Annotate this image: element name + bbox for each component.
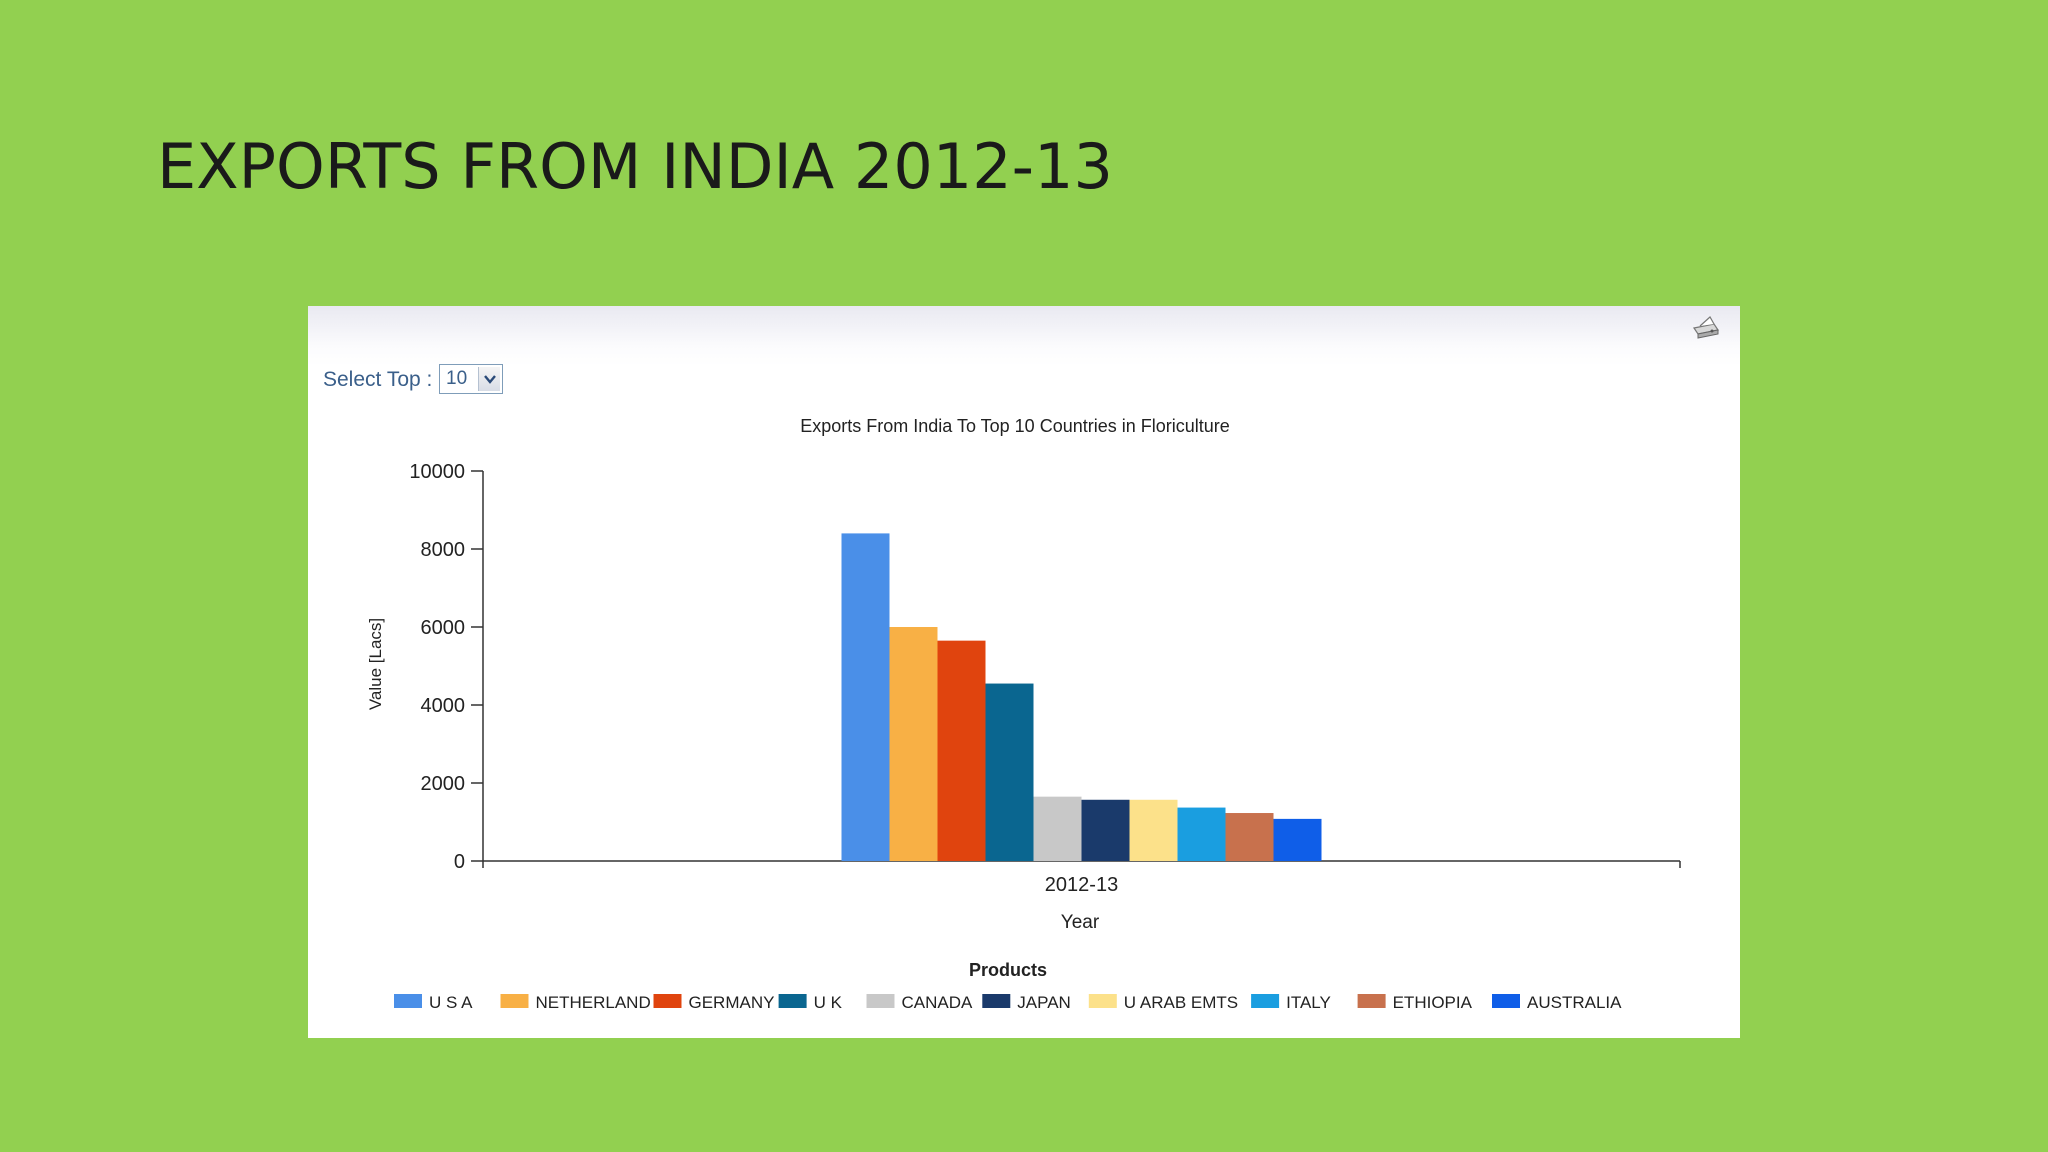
legend-item: U ARAB EMTS	[1088, 993, 1238, 1012]
bar-italy[interactable]	[1177, 807, 1226, 861]
bar-ethiopia[interactable]	[1225, 813, 1274, 861]
x-axis: 2012-13	[482, 860, 1681, 896]
legend-swatch	[653, 994, 682, 1008]
x-axis-label: Year	[1061, 912, 1100, 933]
legend-swatch	[1088, 994, 1117, 1008]
y-axis-label: Value [Lacs]	[366, 618, 385, 710]
legend-label: ETHIOPIA	[1393, 993, 1473, 1012]
slide-title: EXPORTS FROM INDIA 2012-13	[157, 130, 1113, 203]
legend-label: ITALY	[1286, 993, 1331, 1012]
y-tick-label: 6000	[421, 617, 466, 639]
legend-item: JAPAN	[982, 993, 1071, 1012]
printer-icon[interactable]	[1688, 314, 1722, 342]
bar-japan[interactable]	[1081, 799, 1130, 861]
legend-label: CANADA	[902, 993, 974, 1012]
y-tick-label: 8000	[421, 539, 466, 561]
bars-group	[841, 533, 1322, 861]
y-tick-label: 10000	[409, 461, 465, 483]
legend-label: U K	[814, 993, 843, 1012]
legend-title: Products	[969, 960, 1047, 980]
bar-germany[interactable]	[937, 640, 986, 861]
bar-u-s-a[interactable]	[841, 533, 890, 861]
legend-label: AUSTRALIA	[1527, 993, 1622, 1012]
legend-item: GERMANY	[653, 993, 775, 1012]
legend: U S A NETHERLAND GERMANY U K CANADA JAPAN U AR…	[394, 993, 1622, 1012]
bar-netherland[interactable]	[889, 627, 938, 861]
legend-item: ETHIOPIA	[1357, 993, 1473, 1012]
legend-label: JAPAN	[1017, 993, 1071, 1012]
legend-swatch	[982, 994, 1011, 1008]
chevron-down-icon[interactable]	[478, 367, 500, 391]
bar-canada[interactable]	[1033, 796, 1082, 861]
legend-swatch	[394, 994, 422, 1008]
bar-u-arab-emts[interactable]	[1129, 799, 1178, 861]
select-top-label: Select Top :	[323, 368, 433, 391]
legend-item: AUSTRALIA	[1492, 993, 1622, 1012]
legend-swatch	[866, 994, 895, 1008]
bar-australia[interactable]	[1273, 818, 1322, 861]
legend-label: NETHERLAND	[536, 993, 651, 1012]
x-tick-label: 2012-13	[1045, 874, 1118, 896]
y-tick-label: 4000	[421, 695, 466, 717]
legend-item: U K	[778, 993, 843, 1012]
chart-title: Exports From India To Top 10 Countries i…	[800, 416, 1230, 436]
y-tick-label: 0	[454, 851, 465, 873]
legend-swatch	[1251, 994, 1280, 1008]
legend-swatch	[1357, 994, 1386, 1008]
legend-item: U S A	[394, 993, 473, 1012]
legend-label: U S A	[429, 993, 473, 1012]
legend-item: NETHERLAND	[500, 993, 651, 1012]
select-top-value: 10	[446, 368, 468, 389]
bar-chart: Exports From India To Top 10 Countries i…	[366, 416, 1681, 1012]
chart-panel: Select Top : 10 Exports From India To To…	[308, 306, 1740, 1038]
legend-label: GERMANY	[689, 993, 775, 1012]
legend-item: ITALY	[1251, 993, 1331, 1012]
legend-swatch	[1492, 994, 1520, 1008]
legend-swatch	[778, 994, 807, 1008]
y-tick-label: 2000	[421, 773, 466, 795]
bar-u-k[interactable]	[985, 683, 1034, 861]
legend-label: U ARAB EMTS	[1124, 993, 1238, 1012]
legend-swatch	[500, 994, 529, 1008]
y-axis: 0 2000 4000 6000 8000 10000	[409, 461, 484, 873]
legend-item: CANADA	[866, 993, 974, 1012]
select-top-dropdown[interactable]: 10	[439, 364, 503, 394]
